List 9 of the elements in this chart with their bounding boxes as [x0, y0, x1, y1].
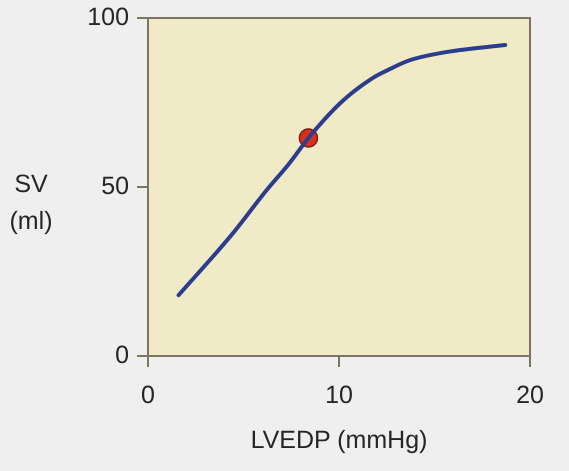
x-tick-label: 0 — [141, 380, 155, 409]
y-tick-label: 0 — [115, 340, 129, 369]
y-tick-label: 50 — [101, 172, 129, 200]
x-tick-label: 20 — [516, 380, 544, 409]
y-tick-label: 100 — [87, 2, 129, 31]
line-series — [176, 43, 508, 298]
x-axis-title: LVEDP (mmHg) — [250, 426, 428, 454]
x-tick-label: 10 — [325, 380, 353, 409]
y-axis-title: SV (ml) — [8, 169, 54, 237]
